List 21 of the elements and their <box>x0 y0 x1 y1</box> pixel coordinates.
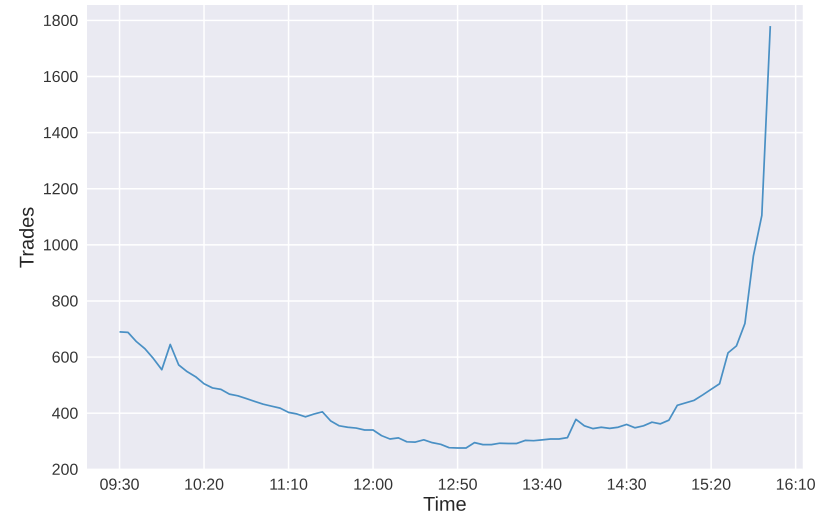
y-axis-title: Trades <box>19 208 34 268</box>
y-tick-label: 1600 <box>44 70 78 82</box>
x-axis-title: Time <box>424 496 466 511</box>
y-tick-label: 600 <box>52 352 78 363</box>
y-tick-label: 400 <box>52 408 78 419</box>
x-tick-label: 12:50 <box>438 478 477 490</box>
y-tick-label: 1400 <box>44 127 78 138</box>
x-tick-label: 16:10 <box>776 478 815 490</box>
y-tick-label: 1000 <box>44 239 78 251</box>
x-tick-label: 15:20 <box>692 478 730 490</box>
y-tick-label: 1200 <box>44 183 78 194</box>
x-tick-label: 09:30 <box>100 478 139 490</box>
x-tick-label: 11:10 <box>270 478 308 490</box>
line-series <box>118 25 772 449</box>
y-tick-label: 200 <box>52 464 78 476</box>
x-tick-label: 12:00 <box>354 478 392 490</box>
x-tick-label: 14:30 <box>608 478 646 490</box>
x-tick-label: 10:20 <box>185 478 224 490</box>
y-tick-label: 800 <box>52 295 78 307</box>
y-tick-label: 1800 <box>44 14 78 26</box>
x-tick-label: 13:40 <box>523 478 562 490</box>
